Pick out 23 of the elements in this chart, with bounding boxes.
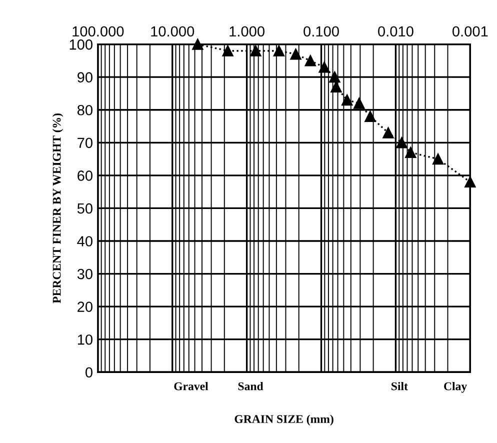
y-tick-label: 50 bbox=[77, 203, 92, 214]
y-tick-label: 90 bbox=[78, 72, 92, 83]
x-tick-label: 100.000 bbox=[72, 26, 124, 37]
y-tick-label: 40 bbox=[77, 236, 92, 246]
y-tick-label: 70 bbox=[78, 138, 92, 148]
y-axis-title: PERCENT FINER BY WEIGHT (%) bbox=[52, 113, 64, 304]
text: Silt bbox=[392, 382, 408, 390]
y-tick-label: 30 bbox=[77, 268, 92, 280]
x-tick-label: 0.001 bbox=[452, 26, 488, 37]
text: Gravel bbox=[174, 382, 208, 390]
y-tick-label: 60 bbox=[78, 170, 92, 181]
x-tick-label: 0.010 bbox=[378, 26, 414, 37]
y-tick-label: 10 bbox=[78, 334, 92, 345]
text: Sand bbox=[238, 382, 264, 390]
y-tick-label: 80 bbox=[77, 104, 92, 116]
text: Clay bbox=[444, 382, 467, 393]
x-tick-label: 0.100 bbox=[304, 26, 339, 37]
x-tick-label: 10.000 bbox=[151, 26, 194, 37]
y-tick-label: 100 bbox=[70, 39, 92, 50]
x-axis-title: GRAIN SIZE (mm) bbox=[234, 414, 334, 426]
y-tick-label: 20 bbox=[78, 302, 92, 312]
x-tick-label: 1.000 bbox=[230, 26, 264, 37]
y-tick-label: 0 bbox=[86, 367, 92, 378]
